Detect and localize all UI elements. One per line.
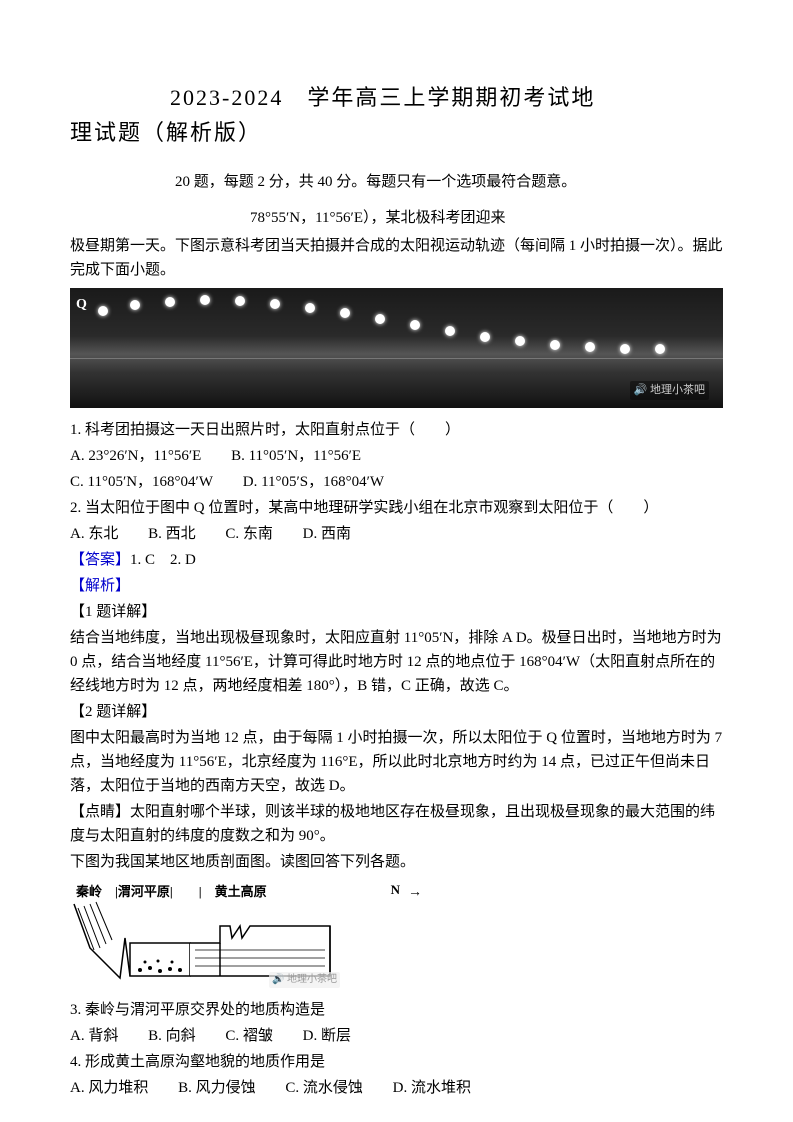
q2-stem: 2. 当太阳位于图中 Q 位置时，某高中地理研学实践小组在北京市观察到太阳位于（… <box>70 496 723 520</box>
analysis-label: 【解析】 <box>70 574 723 598</box>
q1-option-b: B. 11°05′N，11°56′E <box>231 444 361 468</box>
q3-stem: 3. 秦岭与渭河平原交界处的地质构造是 <box>70 998 723 1022</box>
q3-option-b: B. 向斜 <box>148 1024 196 1048</box>
detail2-label: 【2 题详解】 <box>70 700 723 724</box>
q3-option-d: D. 断层 <box>303 1024 351 1048</box>
tip-label: 【点睛】 <box>70 804 130 820</box>
q2-option-b: B. 西北 <box>148 522 196 546</box>
q4-stem: 4. 形成黄土高原沟壑地貌的地质作用是 <box>70 1050 723 1074</box>
detail2-text: 图中太阳最高时为当地 12 点，由于每隔 1 小时拍摄一次，所以太阳位于 Q 位… <box>70 726 723 798</box>
q2-option-c: C. 东南 <box>225 522 273 546</box>
answer-label: 【答案】 <box>70 552 130 568</box>
north-letter: N <box>391 882 400 897</box>
detail1-label: 【1 题详解】 <box>70 600 723 624</box>
detail1-text: 结合当地纬度，当地出现极昼现象时，太阳应直射 11°05′N，排除 A D。极昼… <box>70 626 723 698</box>
q4-option-d: D. 流水堆积 <box>393 1076 471 1100</box>
q2-option-a: A. 东北 <box>70 522 118 546</box>
q4-options: A. 风力堆积 B. 风力侵蚀 C. 流水侵蚀 D. 流水堆积 <box>70 1076 723 1100</box>
exam-title: 2023-2024 学年高三上学期期初考试地 理试题（解析版） <box>70 80 723 150</box>
q1-option-d: D. 11°05′S，168°04′W <box>243 470 384 494</box>
answer-12: 【答案】1. C 2. D <box>70 548 723 572</box>
q1-option-a: A. 23°26′N，11°56′E <box>70 444 201 468</box>
figure-cross-section: 秦岭 |渭河平原| | 黄土高原 N → 🔊 地理小茶吧 <box>70 880 430 990</box>
q2-options: A. 东北 B. 西北 C. 东南 D. 西南 <box>70 522 723 546</box>
q3-options: A. 背斜 B. 向斜 C. 褶皱 D. 断层 <box>70 1024 723 1048</box>
q-position-label: Q <box>76 294 87 316</box>
q1-options-row2: C. 11°05′N，168°04′W D. 11°05′S，168°04′W <box>70 470 723 494</box>
q3-option-a: A. 背斜 <box>70 1024 118 1048</box>
horizon-line <box>70 358 723 359</box>
q4-option-a: A. 风力堆积 <box>70 1076 148 1100</box>
figure1-watermark: 🔊 地理小茶吧 <box>630 381 709 401</box>
q1-stem: 1. 科考团拍摄这一天日出照片时，太阳直射点位于（ ） <box>70 418 723 442</box>
title-line-1: 2023-2024 学年高三上学期期初考试地 <box>70 80 723 115</box>
figure-sun-arc: Q 🔊 地理小茶吧 <box>70 288 723 408</box>
q2-option-d: D. 西南 <box>303 522 351 546</box>
q4-option-c: C. 流水侵蚀 <box>285 1076 363 1100</box>
passage1-intro: 78°55′N，11°56′E），某北极科考团迎来 <box>70 206 723 230</box>
answer-text: 1. C 2. D <box>130 552 196 568</box>
cross-section-svg <box>70 898 430 988</box>
q1-options-row1: A. 23°26′N，11°56′E B. 11°05′N，11°56′E <box>70 444 723 468</box>
passage2-intro: 下图为我国某地区地质剖面图。读图回答下列各题。 <box>70 850 723 874</box>
title-line-2: 理试题（解析版） <box>70 115 723 150</box>
section-instructions: 20 题，每题 2 分，共 40 分。每题只有一个选项最符合题意。 <box>70 170 723 194</box>
passage1-continuation: 极昼期第一天。下图示意科考团当天拍摄并合成的太阳视运动轨迹（每间隔 1 小时拍摄… <box>70 234 723 282</box>
tip-block: 【点睛】太阳直射哪个半球，则该半球的极地地区存在极昼现象，且出现极昼现象的最大范… <box>70 800 723 848</box>
figure2-watermark: 🔊 地理小茶吧 <box>269 972 340 988</box>
q4-option-b: B. 风力侵蚀 <box>178 1076 256 1100</box>
tip-text: 太阳直射哪个半球，则该半球的极地地区存在极昼现象，且出现极昼现象的最大范围的纬度… <box>70 804 715 844</box>
q3-option-c: C. 褶皱 <box>225 1024 273 1048</box>
q1-option-c: C. 11°05′N，168°04′W <box>70 470 213 494</box>
